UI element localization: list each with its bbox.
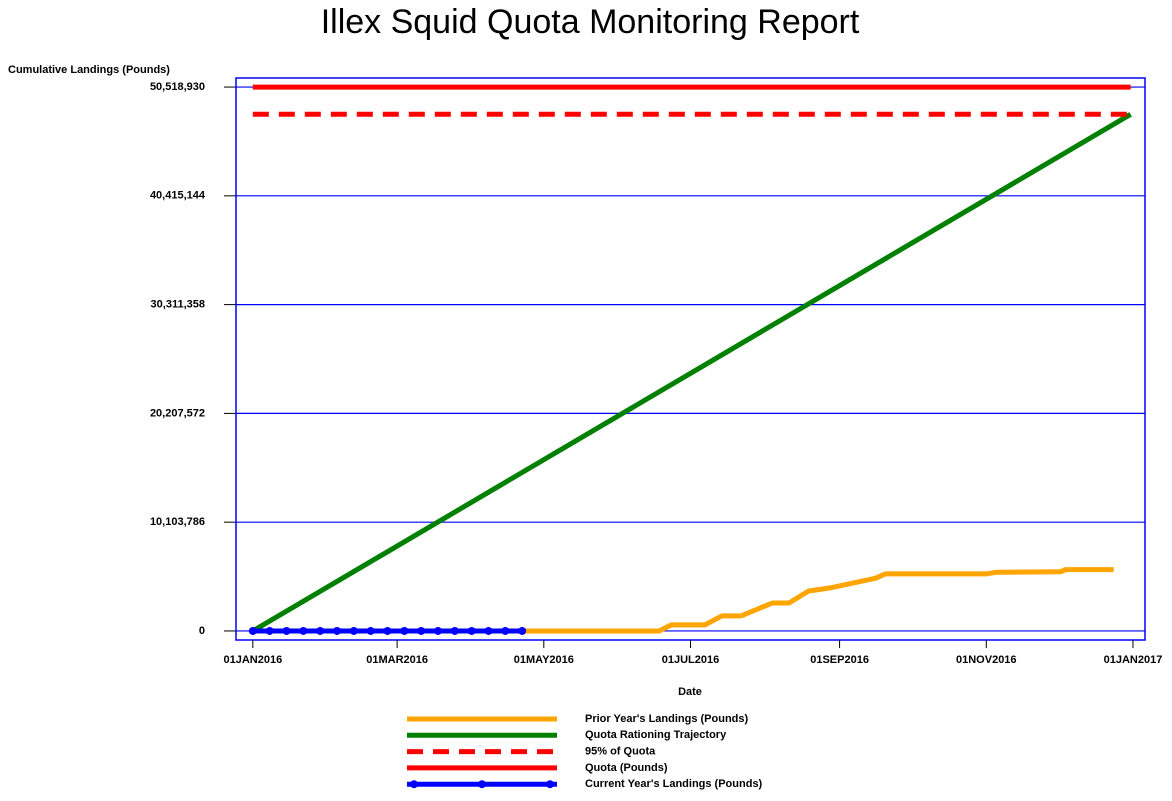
legend-label: Quota (Pounds) [585, 762, 668, 774]
series-line [251, 112, 1132, 634]
legend-marker [478, 780, 486, 789]
series-marker [450, 626, 459, 635]
legend-marker [546, 780, 554, 789]
legend-marker [410, 780, 418, 789]
series-marker [316, 626, 325, 635]
series-marker [400, 626, 409, 635]
x-tick-label: 01MAR2016 [366, 654, 428, 666]
y-tick-label: 40,415,144 [150, 190, 206, 202]
series-marker [299, 626, 308, 635]
series-marker [417, 626, 426, 635]
series-marker [501, 626, 510, 635]
series-marker [333, 626, 341, 635]
series-marker [383, 626, 392, 635]
y-tick-label: 20,207,572 [150, 407, 205, 419]
y-tick-label: 10,103,786 [150, 516, 205, 528]
series-marker [265, 626, 274, 635]
y-tick-label: 0 [199, 625, 205, 637]
series-marker [366, 626, 375, 635]
series-line [252, 567, 1114, 634]
y-axis-label: Cumulative Landings (Pounds) [8, 64, 170, 76]
legend-label: 95% of Quota [585, 746, 656, 758]
legend-label: Prior Year's Landings (Pounds) [585, 713, 749, 725]
x-tick-label: 01NOV2016 [956, 654, 1017, 666]
series-marker [467, 626, 476, 635]
x-tick-label: 01JUL2016 [662, 654, 720, 666]
legend-label: Current Year's Landings (Pounds) [585, 778, 763, 790]
y-tick-label: 50,518,930 [150, 81, 205, 93]
x-tick-label: 01JAN2017 [1104, 654, 1163, 666]
series-marker [484, 626, 493, 635]
x-axis-label: Date [678, 686, 702, 698]
series-marker [349, 626, 358, 635]
series-marker [434, 626, 442, 635]
chart-title: Illex Squid Quota Monitoring Report [321, 3, 860, 41]
x-tick-label: 01JAN2016 [223, 654, 282, 666]
series-marker [518, 626, 527, 635]
x-tick-label: 01MAY2016 [514, 654, 574, 666]
legend-label: Quota Rationing Trajectory [585, 729, 727, 741]
series-marker [282, 626, 291, 635]
plot-frame [235, 77, 1146, 641]
y-tick-label: 30,311,358 [151, 299, 205, 311]
x-tick-label: 01SEP2016 [810, 654, 869, 666]
series-marker [248, 626, 257, 635]
